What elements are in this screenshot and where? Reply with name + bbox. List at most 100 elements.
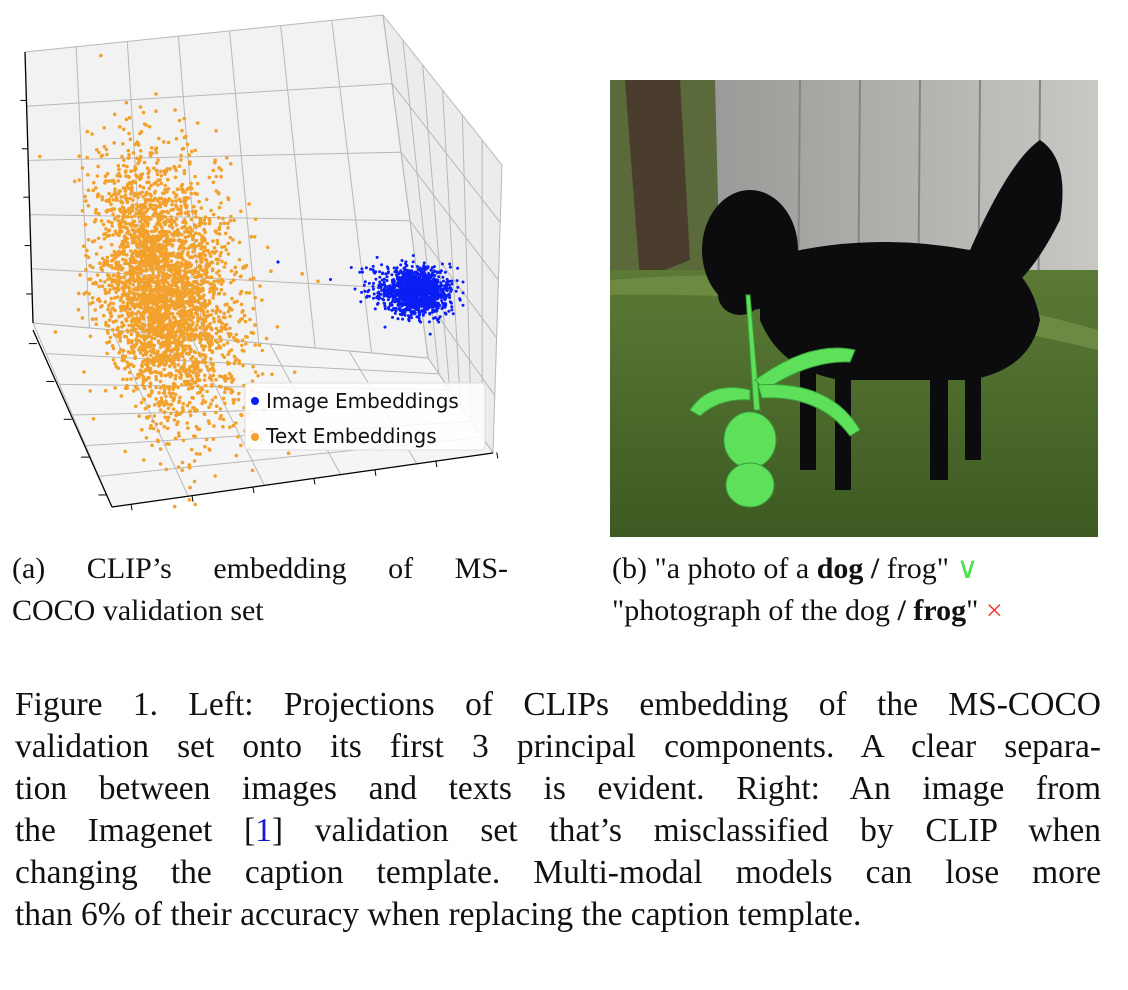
point-text-embedding [180, 354, 185, 359]
grid-line [32, 322, 429, 359]
point-image-embedding [379, 282, 382, 286]
point-text-embedding [153, 299, 157, 303]
point-text-embedding [214, 311, 219, 315]
point-text-embedding [214, 326, 219, 331]
point-text-embedding [116, 214, 121, 219]
point-image-embedding [401, 302, 405, 306]
point-text-embedding [226, 352, 231, 357]
point-text-embedding [197, 199, 201, 204]
point-text-embedding [194, 225, 198, 230]
point-image-embedding [438, 285, 442, 289]
point-text-embedding [192, 280, 196, 284]
figure-caption-line: than 6% of their accuracy when replacing… [15, 896, 862, 933]
point-text-embedding [122, 358, 127, 363]
point-text-embedding [189, 294, 194, 298]
point-text-embedding [176, 300, 181, 304]
point-text-embedding [229, 390, 234, 395]
point-text-embedding [138, 184, 142, 188]
point-image-embedding [397, 300, 401, 304]
point-text-embedding [223, 231, 228, 236]
point-text-embedding [163, 168, 168, 173]
x-axis-tick [191, 495, 194, 502]
point-text-embedding [86, 255, 91, 260]
point-text-embedding [232, 336, 236, 340]
point-text-embedding [208, 254, 213, 258]
point-text-embedding [132, 306, 137, 310]
point-image-embedding [366, 290, 370, 294]
point-image-embedding [449, 286, 453, 290]
point-text-embedding [85, 248, 89, 253]
point-text-embedding [120, 313, 124, 318]
point-text-embedding [105, 152, 109, 157]
point-text-embedding [219, 325, 224, 329]
point-image-embedding [411, 260, 415, 264]
point-image-embedding [396, 317, 400, 321]
point-text-embedding [196, 316, 200, 320]
point-text-embedding [166, 140, 171, 145]
point-text-embedding [113, 386, 117, 390]
point-text-embedding [188, 225, 192, 230]
point-image-embedding [369, 267, 373, 271]
point-text-embedding [159, 247, 164, 252]
point-text-embedding [226, 226, 230, 230]
point-text-embedding [142, 458, 146, 462]
point-text-embedding [184, 293, 189, 297]
point-text-embedding [214, 404, 219, 409]
point-text-embedding [204, 197, 209, 202]
point-text-embedding [100, 284, 105, 289]
point-image-embedding [413, 271, 417, 275]
point-text-embedding [176, 228, 180, 232]
point-text-embedding [165, 359, 169, 363]
point-text-embedding [94, 207, 98, 212]
point-text-embedding [214, 128, 218, 133]
point-text-embedding [206, 419, 211, 423]
point-text-embedding [121, 206, 126, 210]
point-text-embedding [223, 315, 227, 320]
point-text-embedding [188, 369, 193, 373]
point-text-embedding [103, 280, 107, 284]
point-text-embedding [179, 297, 183, 302]
point-image-embedding [405, 304, 409, 308]
point-text-embedding [215, 307, 220, 311]
figure-caption-line: Figure 1. Left: Projections of CLIPs emb… [15, 686, 1101, 723]
point-text-embedding [145, 357, 150, 361]
point-text-embedding [93, 308, 97, 312]
point-text-embedding [172, 347, 176, 351]
point-text-embedding [161, 340, 165, 345]
point-text-embedding [145, 166, 150, 170]
point-text-embedding [224, 322, 229, 327]
point-text-embedding [145, 180, 149, 185]
point-text-embedding [239, 302, 244, 307]
point-image-embedding [437, 275, 441, 279]
point-text-embedding [140, 301, 145, 306]
point-text-embedding [188, 160, 192, 164]
point-image-embedding [364, 266, 368, 270]
point-text-embedding [195, 323, 199, 327]
point-text-embedding [154, 385, 158, 390]
point-text-embedding [114, 319, 119, 323]
point-text-embedding [178, 332, 183, 337]
point-text-embedding [180, 291, 185, 296]
point-text-embedding [185, 322, 190, 326]
point-text-embedding [94, 186, 98, 190]
point-text-embedding [220, 353, 225, 357]
point-text-embedding [145, 359, 150, 364]
point-text-embedding [161, 329, 165, 334]
point-text-embedding [162, 140, 166, 144]
point-text-embedding [223, 374, 227, 379]
point-text-embedding [134, 211, 139, 215]
point-text-embedding [152, 403, 157, 407]
point-text-embedding [103, 287, 107, 292]
point-text-embedding [111, 198, 116, 202]
point-text-embedding [165, 385, 169, 389]
citation-link[interactable]: 1 [255, 812, 272, 849]
point-text-embedding [156, 283, 161, 288]
point-text-embedding [126, 222, 131, 226]
point-text-embedding [150, 389, 154, 393]
point-text-embedding [162, 387, 167, 392]
point-image-embedding [382, 292, 386, 296]
point-image-embedding [403, 268, 407, 272]
point-text-embedding [116, 278, 120, 283]
point-text-embedding [154, 289, 159, 294]
point-text-embedding [98, 261, 102, 266]
